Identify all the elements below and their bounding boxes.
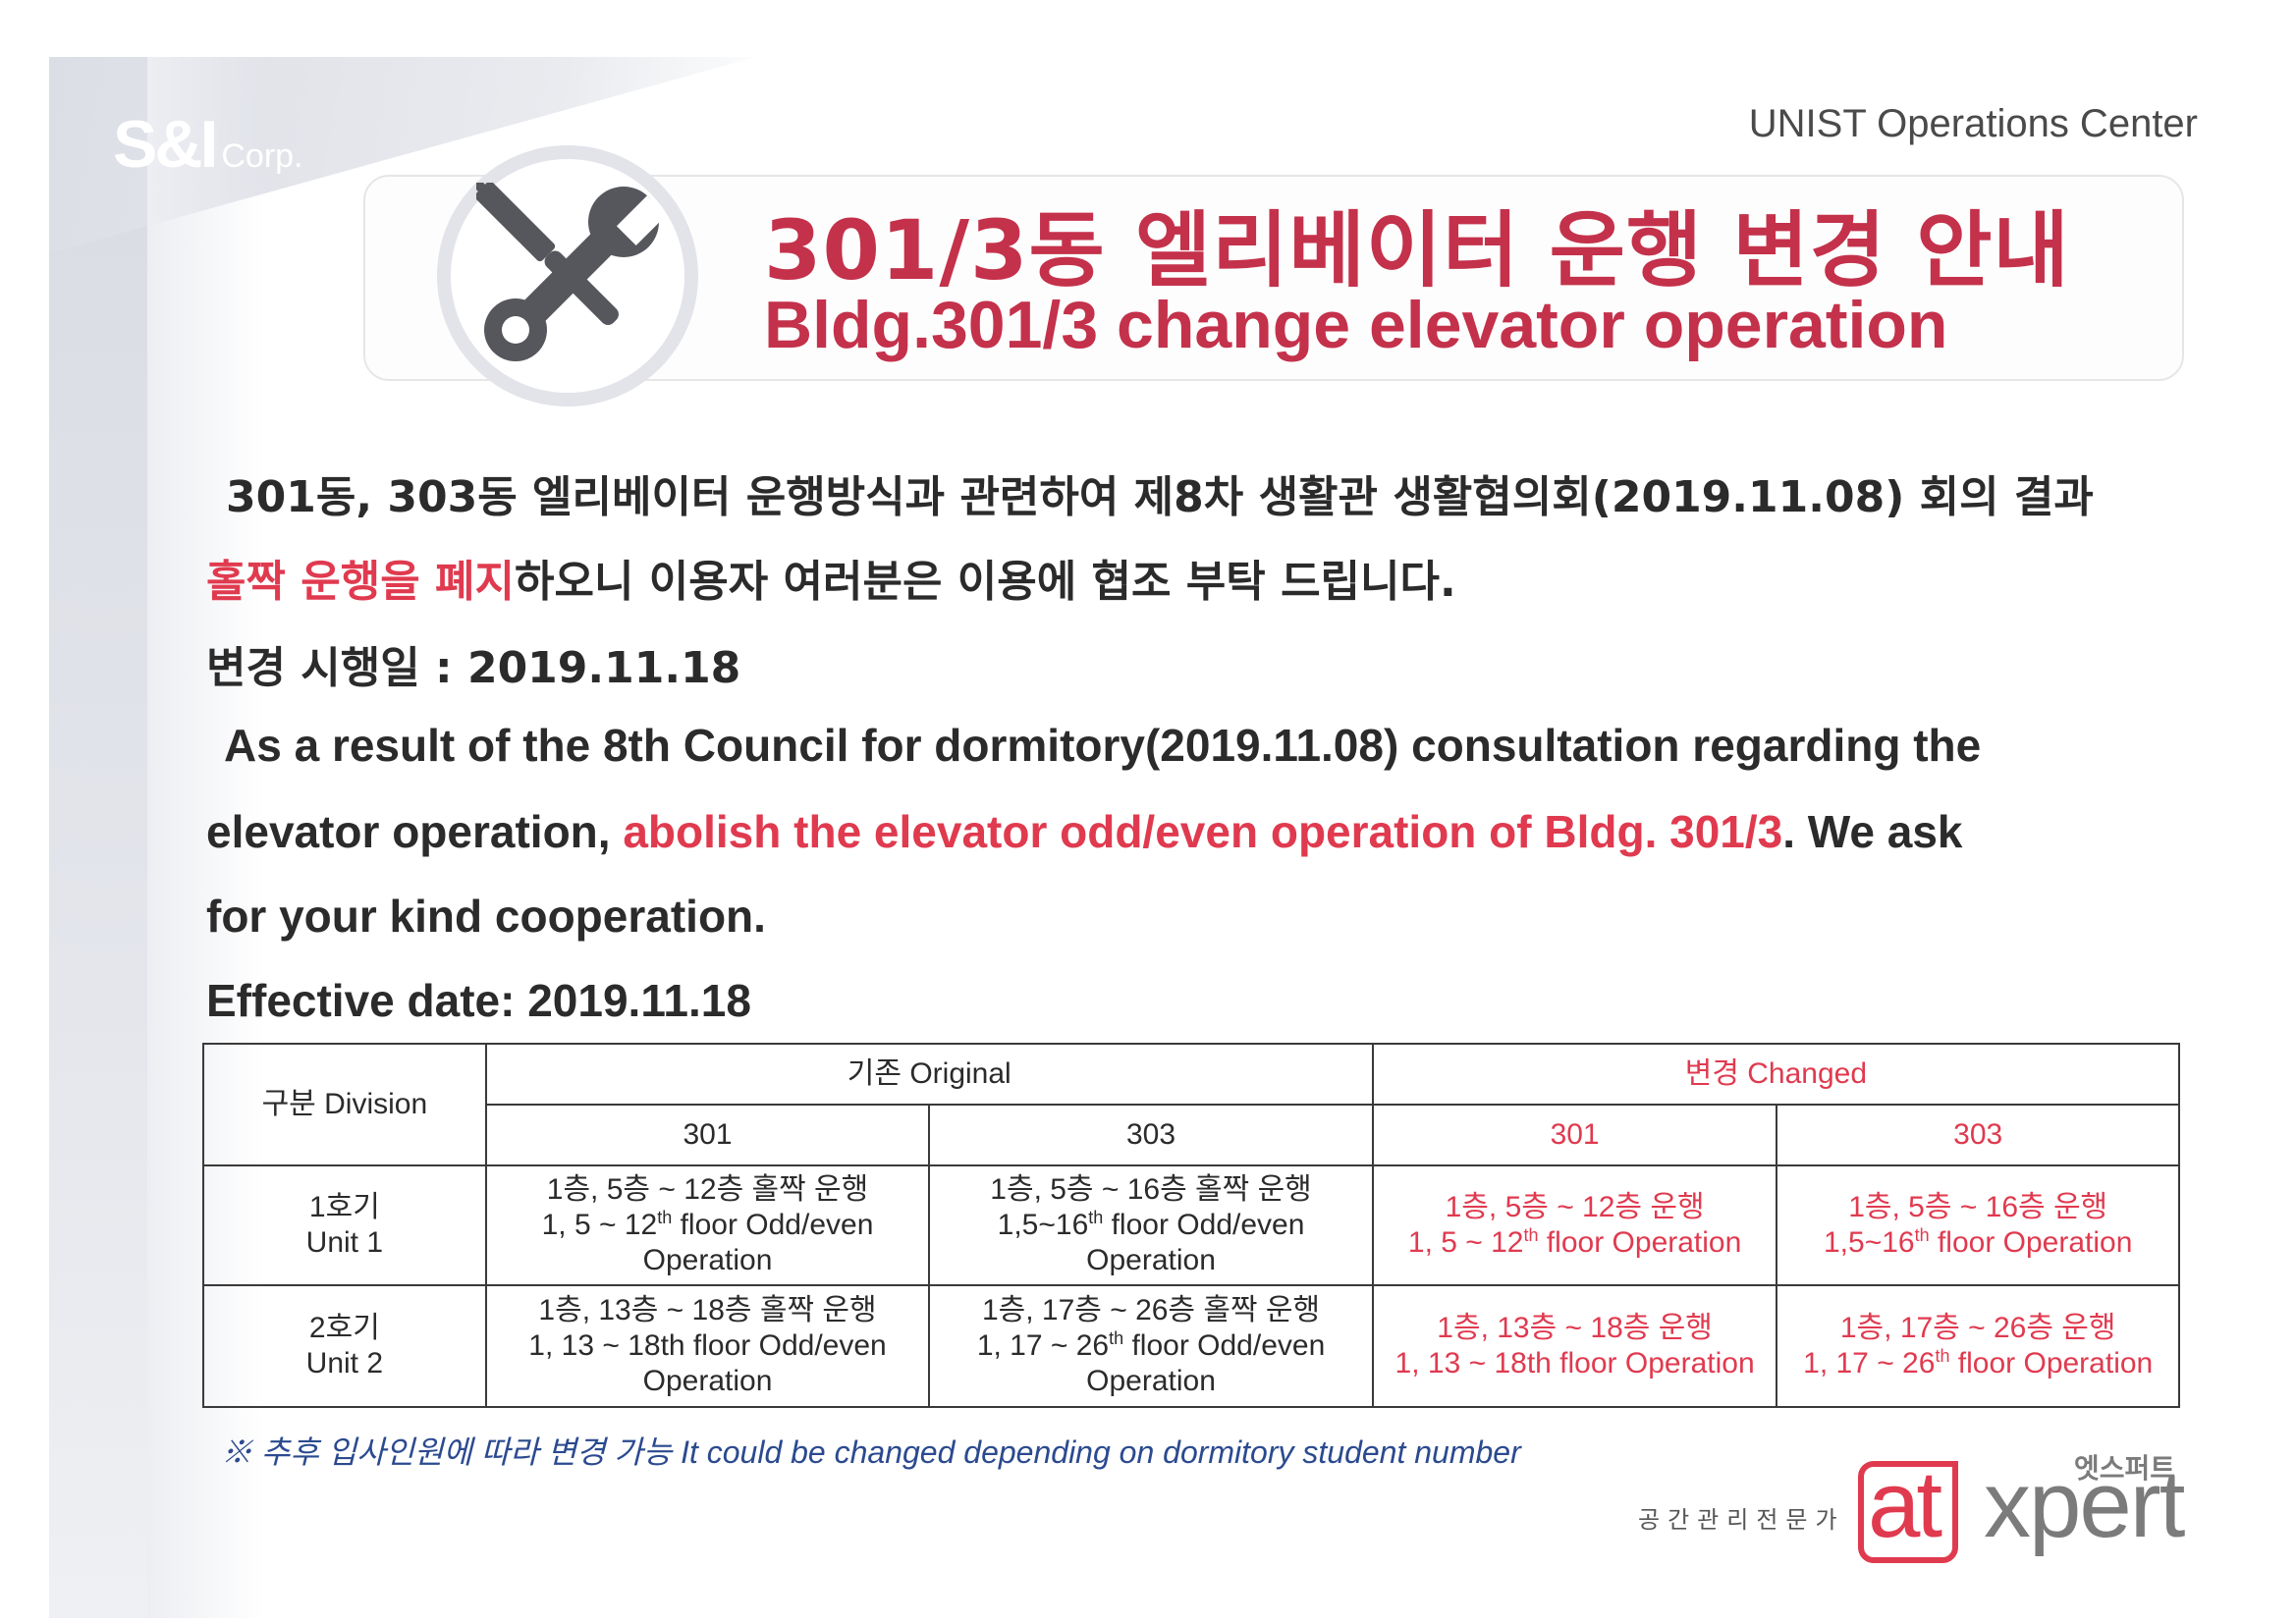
table-cell: 1층, 5층 ~ 16층 홀짝 운행 1,5~16th floor Odd/eve… — [928, 1164, 1374, 1286]
table-row: 1호기 Unit 1 1층, 5층 ~ 12층 홀짝 운행 1, 5 ~ 12th … — [202, 1164, 2180, 1286]
atxpert-logo-at: at — [1868, 1452, 1942, 1557]
body-en-highlight: abolish the elevator odd/even operation … — [623, 806, 1783, 857]
sub-header-changed-303: 303 — [1776, 1104, 2180, 1166]
sub-header-changed-301: 301 — [1371, 1104, 1778, 1166]
table-cell: 1층, 17층 ~ 26층 운행 1, 17 ~ 26th floor Opera… — [1776, 1284, 2180, 1408]
table-cell: 1층, 13층 ~ 18층 홀짝 운행 1, 13 ~ 18th floor Od… — [484, 1284, 931, 1408]
body-ko-line1: 301동, 303동 엘리베이터 운행방식과 관련하여 제8차 생활관 생활협의… — [226, 472, 2094, 522]
title-korean: 301/3동 엘리베이터 운행 변경 안내 — [764, 202, 2070, 298]
tools-icon-badge — [437, 145, 698, 406]
left-decor-band — [49, 57, 147, 1618]
company-logo: S&I Corp. — [113, 107, 303, 182]
body-en-effective-date: Effective date: 2019.11.18 — [206, 975, 751, 1026]
body-ko-effective-date: 변경 시행일 : 2019.11.18 — [206, 643, 741, 693]
elevator-schedule-table: 구분 Division 기존 Original 변경 Changed 301 3… — [202, 1043, 2181, 1408]
sub-header-original-303: 303 — [928, 1104, 1374, 1166]
org-name: UNIST Operations Center — [1748, 102, 2198, 145]
table-cell: 1층, 5층 ~ 16층 운행 1,5~16th floor Operation — [1776, 1164, 2180, 1286]
changed-header: 변경 Changed — [1371, 1043, 2181, 1106]
table-cell: 1층, 5층 ~ 12층 운행 1, 5 ~ 12th floor Operati… — [1371, 1164, 1778, 1286]
unit-label: 1호기 Unit 1 — [202, 1164, 487, 1286]
body-en-line1: As a result of the 8th Council for dormi… — [224, 720, 1982, 771]
body-en-line2: elevator operation, abolish the elevator… — [206, 806, 1963, 857]
table-cell: 1층, 17층 ~ 26층 홀짝 운행 1, 17 ~ 26th floor Od… — [928, 1284, 1374, 1408]
title-english: Bldg.301/3 change elevator operation — [764, 288, 1948, 362]
body-ko-highlight: 홀짝 운행을 폐지 — [206, 557, 515, 607]
unit-label: 2호기 Unit 2 — [202, 1284, 487, 1408]
original-header: 기존 Original — [484, 1043, 1374, 1106]
atxpert-logo-korean: 엣스퍼트 — [2074, 1452, 2176, 1485]
table-cell: 1층, 5층 ~ 12층 홀짝 운행 1, 5 ~ 12th floor Odd/… — [484, 1164, 931, 1286]
atxpert-logo-frame — [1858, 1461, 1958, 1563]
sub-header-original-301: 301 — [484, 1104, 931, 1166]
division-header: 구분 Division — [202, 1043, 487, 1166]
table-row: 2호기 Unit 2 1층, 13층 ~ 18층 홀짝 운행 1, 13 ~ 18t… — [202, 1284, 2180, 1408]
footnote: ※ 추후 입사인원에 따라 변경 가능 It could be changed … — [221, 1434, 1521, 1470]
wrench-screwdriver-icon — [476, 183, 663, 361]
footer-logo-subtitle: 공간관리전문가 — [1638, 1506, 1845, 1534]
atxpert-logo-xpert: xpert — [1984, 1452, 2185, 1557]
table-cell: 1층, 13층 ~ 18층 운행 1, 13 ~ 18th floor Opera… — [1371, 1284, 1778, 1408]
body-ko-line2: 홀짝 운행을 폐지하오니 이용자 여러분은 이용에 협조 부탁 드립니다. — [206, 557, 1456, 607]
body-en-line3: for your kind cooperation. — [206, 891, 766, 942]
